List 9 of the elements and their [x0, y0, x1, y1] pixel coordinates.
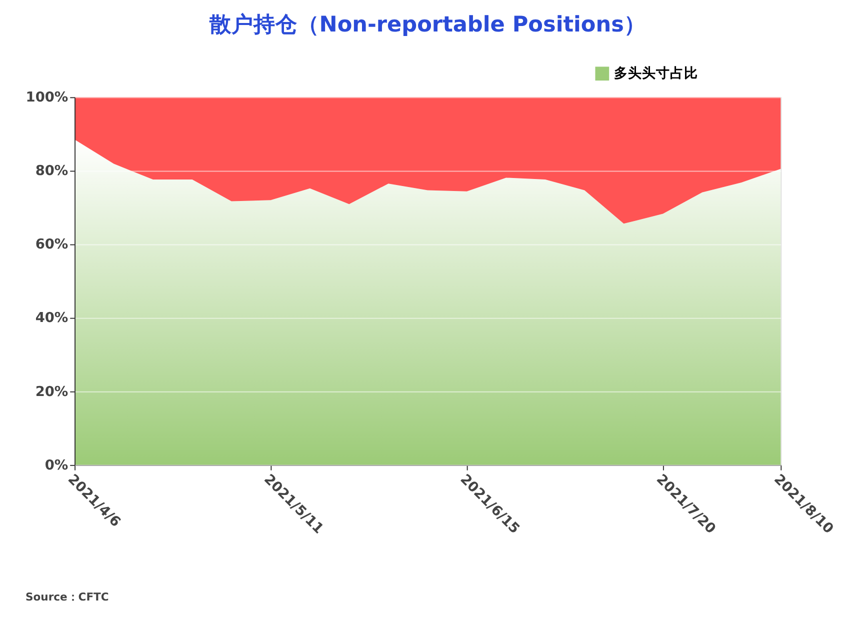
chart-title: 散户持仓（Non-reportable Positions）	[208, 11, 646, 38]
legend-label: 多头头寸占比	[614, 66, 698, 82]
source-note: Source：CFTC	[26, 590, 109, 604]
y-tick-label: 60%	[35, 236, 68, 253]
y-tick-label: 80%	[35, 163, 68, 180]
y-tick-label: 0%	[44, 457, 68, 474]
y-tick-label: 40%	[35, 310, 68, 326]
y-tick-label: 100%	[26, 90, 68, 106]
y-tick-label: 20%	[35, 384, 68, 400]
